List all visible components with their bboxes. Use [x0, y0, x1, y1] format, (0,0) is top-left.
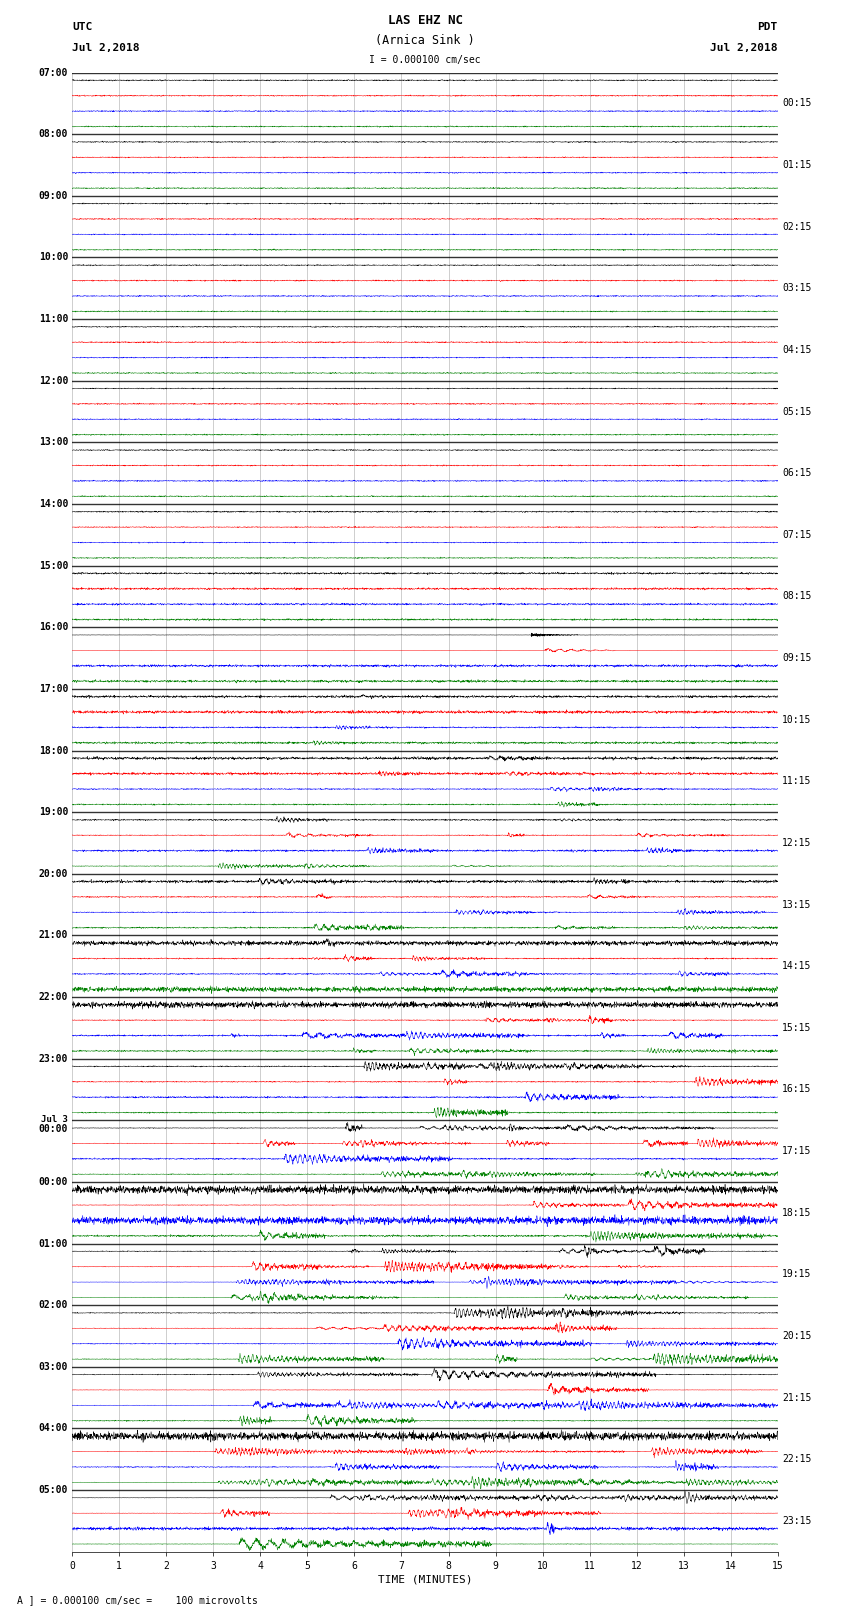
Text: 12:15: 12:15 [782, 839, 812, 848]
Text: 04:15: 04:15 [782, 345, 812, 355]
Text: 19:00: 19:00 [38, 806, 68, 818]
Text: 12:00: 12:00 [38, 376, 68, 386]
Text: 16:15: 16:15 [782, 1084, 812, 1095]
Text: A ] = 0.000100 cm/sec =    100 microvolts: A ] = 0.000100 cm/sec = 100 microvolts [17, 1595, 258, 1605]
Text: 10:15: 10:15 [782, 715, 812, 724]
Text: 22:00: 22:00 [38, 992, 68, 1002]
Text: 02:00: 02:00 [38, 1300, 68, 1310]
Text: 05:00: 05:00 [38, 1486, 68, 1495]
Text: 02:15: 02:15 [782, 221, 812, 232]
Text: 18:15: 18:15 [782, 1208, 812, 1218]
X-axis label: TIME (MINUTES): TIME (MINUTES) [377, 1574, 473, 1586]
Text: 22:15: 22:15 [782, 1455, 812, 1465]
Text: 09:00: 09:00 [38, 190, 68, 202]
Text: 10:00: 10:00 [38, 253, 68, 263]
Text: 03:00: 03:00 [38, 1361, 68, 1371]
Text: Jul 2,2018: Jul 2,2018 [72, 44, 139, 53]
Text: 03:15: 03:15 [782, 284, 812, 294]
Text: 15:15: 15:15 [782, 1023, 812, 1032]
Text: Jul 2,2018: Jul 2,2018 [711, 44, 778, 53]
Text: 19:15: 19:15 [782, 1269, 812, 1279]
Text: Jul 3: Jul 3 [41, 1116, 68, 1124]
Text: 23:00: 23:00 [38, 1053, 68, 1063]
Text: 00:00: 00:00 [38, 1124, 68, 1134]
Text: LAS EHZ NC: LAS EHZ NC [388, 15, 462, 27]
Text: 11:15: 11:15 [782, 776, 812, 786]
Text: UTC: UTC [72, 23, 93, 32]
Text: 20:15: 20:15 [782, 1331, 812, 1340]
Text: 20:00: 20:00 [38, 869, 68, 879]
Text: 14:15: 14:15 [782, 961, 812, 971]
Text: 08:15: 08:15 [782, 592, 812, 602]
Text: I = 0.000100 cm/sec: I = 0.000100 cm/sec [369, 55, 481, 65]
Text: 17:00: 17:00 [38, 684, 68, 694]
Text: 00:00: 00:00 [38, 1177, 68, 1187]
Text: 23:15: 23:15 [782, 1516, 812, 1526]
Text: 17:15: 17:15 [782, 1147, 812, 1157]
Text: 15:00: 15:00 [38, 561, 68, 571]
Text: 13:15: 13:15 [782, 900, 812, 910]
Text: 09:15: 09:15 [782, 653, 812, 663]
Text: 21:15: 21:15 [782, 1392, 812, 1403]
Text: 07:00: 07:00 [38, 68, 68, 77]
Text: 14:00: 14:00 [38, 498, 68, 510]
Text: 13:00: 13:00 [38, 437, 68, 447]
Text: 11:00: 11:00 [38, 315, 68, 324]
Text: 08:00: 08:00 [38, 129, 68, 139]
Text: 01:00: 01:00 [38, 1239, 68, 1248]
Text: 01:15: 01:15 [782, 160, 812, 169]
Text: 18:00: 18:00 [38, 745, 68, 755]
Text: 05:15: 05:15 [782, 406, 812, 416]
Text: 06:15: 06:15 [782, 468, 812, 477]
Text: (Arnica Sink ): (Arnica Sink ) [375, 34, 475, 47]
Text: 07:15: 07:15 [782, 529, 812, 540]
Text: 21:00: 21:00 [38, 931, 68, 940]
Text: PDT: PDT [757, 23, 778, 32]
Text: 00:15: 00:15 [782, 98, 812, 108]
Text: 16:00: 16:00 [38, 623, 68, 632]
Text: 04:00: 04:00 [38, 1423, 68, 1434]
